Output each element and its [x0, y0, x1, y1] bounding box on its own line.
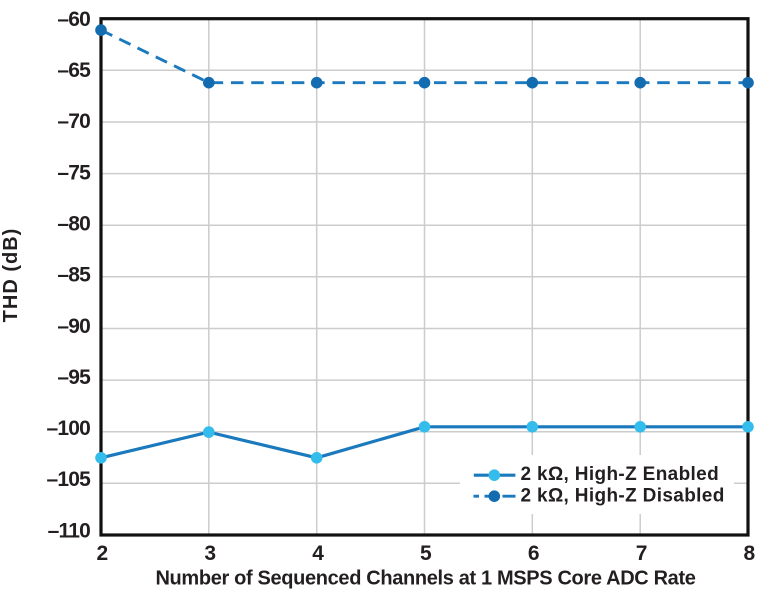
- svg-text:3: 3: [204, 542, 215, 565]
- svg-text:8: 8: [744, 542, 756, 565]
- svg-text:–105: –105: [46, 468, 91, 491]
- svg-text:–85: –85: [57, 264, 91, 287]
- svg-text:2: 2: [97, 542, 108, 565]
- svg-text:THD (dB): THD (dB): [0, 228, 22, 323]
- svg-text:–110: –110: [48, 519, 90, 542]
- svg-text:2 kΩ, High-Z Enabled: 2 kΩ, High-Z Enabled: [521, 464, 720, 485]
- svg-text:6: 6: [528, 542, 539, 565]
- svg-text:Number of Sequenced Channels a: Number of Sequenced Channels at 1 MSPS C…: [155, 568, 695, 590]
- svg-text:–90: –90: [57, 315, 90, 338]
- svg-text:2 kΩ, High-Z Disabled: 2 kΩ, High-Z Disabled: [521, 486, 725, 507]
- svg-text:4: 4: [312, 542, 324, 565]
- svg-text:–95: –95: [57, 366, 91, 389]
- svg-text:–60: –60: [57, 8, 90, 31]
- svg-text:–100: –100: [46, 417, 90, 440]
- svg-text:–70: –70: [57, 110, 90, 133]
- svg-text:–80: –80: [57, 213, 90, 236]
- svg-text:7: 7: [636, 542, 647, 565]
- svg-text:–65: –65: [57, 59, 91, 82]
- svg-text:–75: –75: [57, 161, 91, 184]
- svg-text:5: 5: [420, 542, 432, 565]
